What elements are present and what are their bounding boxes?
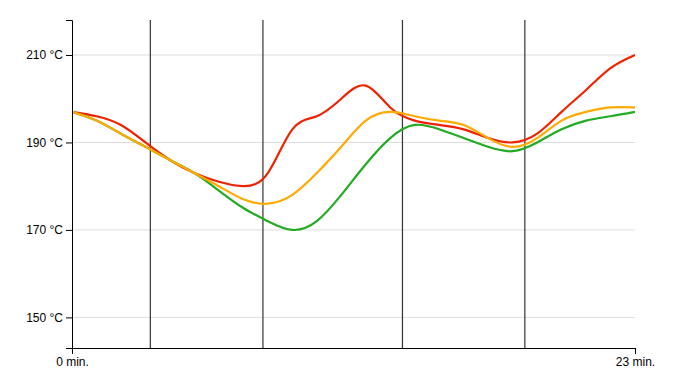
y-tick-mark bbox=[66, 55, 72, 56]
y-tick-label: 210 °C bbox=[26, 48, 63, 62]
y-axis: 150 °C 170 °C 190 °C 210 °C bbox=[26, 21, 72, 349]
grid-line bbox=[72, 229, 635, 230]
x-tick-label: 23 min. bbox=[616, 355, 655, 369]
grid-line bbox=[72, 54, 635, 55]
x-axis-line bbox=[73, 349, 636, 355]
y-tick: 150 °C bbox=[26, 311, 72, 325]
vertical-line bbox=[402, 20, 403, 348]
x-tick: 23 min. bbox=[616, 348, 655, 369]
grid-line bbox=[72, 142, 635, 143]
vertical-line bbox=[524, 20, 525, 348]
vertical-line bbox=[262, 20, 263, 348]
y-tick-label: 150 °C bbox=[26, 311, 63, 325]
series-line bbox=[72, 55, 635, 186]
y-axis-line bbox=[66, 21, 73, 349]
y-tick-label: 170 °C bbox=[26, 223, 63, 237]
x-tick: 0 min. bbox=[56, 348, 89, 369]
vertical-line bbox=[150, 20, 151, 348]
y-tick: 190 °C bbox=[26, 136, 72, 150]
y-tick: 170 °C bbox=[26, 223, 72, 237]
series-line bbox=[72, 112, 635, 230]
y-tick-mark bbox=[66, 230, 72, 231]
grid-line bbox=[72, 317, 635, 318]
x-tick-label: 0 min. bbox=[56, 355, 89, 369]
y-tick-mark bbox=[66, 317, 72, 318]
chart: 0 min. 23 min. 150 °C 170 °C 190 °C 210 °C bbox=[0, 0, 675, 388]
grid bbox=[72, 55, 635, 317]
x-axis: 0 min. 23 min. bbox=[56, 348, 655, 369]
marks bbox=[72, 20, 635, 348]
y-tick-label: 190 °C bbox=[26, 136, 63, 150]
x-tick-mark bbox=[635, 348, 636, 354]
y-tick: 210 °C bbox=[26, 48, 72, 62]
plot: 0 min. 23 min. 150 °C 170 °C 190 °C 210 °C bbox=[26, 20, 655, 369]
series-line bbox=[72, 107, 635, 204]
y-tick-mark bbox=[66, 142, 72, 143]
